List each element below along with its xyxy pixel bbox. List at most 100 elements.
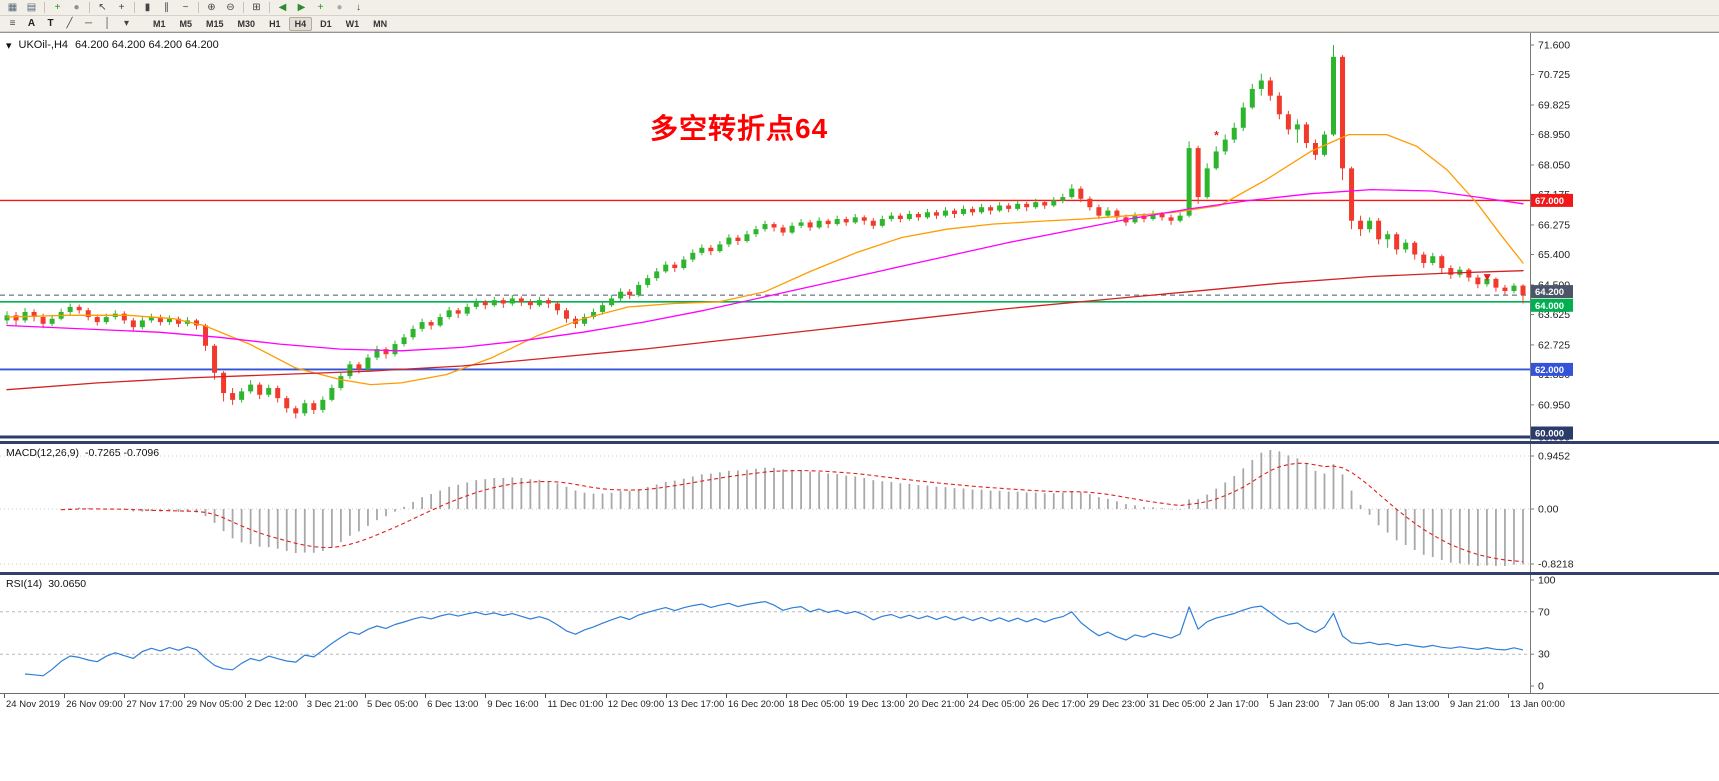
zoom-in-icon[interactable]: ⊕ (202, 1, 221, 15)
time-axis[interactable]: 24 Nov 2019 26 Nov 09:00 27 Nov 17:00 29 No… (0, 693, 1719, 715)
macd-panel-canvas[interactable]: 0.9452 0.00 -0.8218 (0, 444, 1719, 572)
chevron-down-icon[interactable]: ▾ (6, 40, 12, 52)
ohlc-values-text: 64.200 64.200 64.200 64.200 (75, 39, 219, 51)
timeframe-button-m1[interactable]: M1 (147, 17, 172, 31)
line-chart-icon[interactable]: ~ (176, 1, 195, 15)
drawing-tools-group: ≡ A T ╱ ─ │ ▾ (3, 17, 136, 31)
time-axis-label: 2 Jan 17:00 (1209, 699, 1259, 710)
timeframe-button-m5[interactable]: M5 (174, 17, 199, 31)
timeframe-button-d1[interactable]: D1 (314, 17, 338, 31)
vline-tool-icon[interactable]: │ (98, 17, 117, 31)
price-badges: 67.000 62.000 60.000 64.200 64.000 (1531, 193, 1573, 440)
macd-tick-label: 0.9452 (1538, 451, 1570, 463)
price-tick-label: 70.725 (1538, 69, 1570, 81)
timeframe-button-mn[interactable]: MN (367, 17, 393, 31)
expert-advisors-icon[interactable]: ● (67, 1, 86, 15)
horizontal-level-lines[interactable] (0, 199, 1530, 439)
scroll-left-icon[interactable]: ◀ (273, 1, 292, 15)
time-axis-tick (966, 694, 968, 698)
objects-list-icon[interactable]: ≡ (3, 17, 22, 31)
time-axis-label: 31 Dec 05:00 (1149, 699, 1206, 710)
time-axis-tick (786, 694, 788, 698)
candlesticks (4, 45, 1526, 419)
panel-separator[interactable] (0, 441, 1719, 444)
time-axis-tick (605, 694, 607, 698)
time-axis-label: 11 Dec 01:00 (547, 699, 604, 710)
time-axis-label: 2 Dec 12:00 (246, 699, 298, 710)
price-tick-label: 66.275 (1538, 219, 1570, 231)
price-badge (1531, 285, 1573, 299)
price-badge (1531, 362, 1573, 376)
time-axis-label: 16 Dec 20:00 (727, 699, 785, 710)
time-axis-label: 6 Dec 13:00 (427, 699, 479, 710)
price-tick-label: 68.050 (1538, 159, 1570, 171)
time-axis-tick (364, 694, 366, 698)
add-indicator-icon[interactable]: + (311, 1, 330, 15)
timeframe-button-w1[interactable]: W1 (340, 17, 366, 31)
macd-tick-label: -0.8218 (1538, 559, 1574, 571)
macd-axis-labels: 0.9452 0.00 -0.8218 (0, 451, 1574, 571)
time-axis-tick (184, 694, 186, 698)
zoom-out-icon[interactable]: ⊖ (221, 1, 240, 15)
chart-symbol-label: ▾ UKOil-,H4 64.200 64.200 64.200 64.200 (6, 39, 219, 52)
rsi-value: 30.0650 (48, 578, 87, 590)
record-icon[interactable]: ● (330, 1, 349, 15)
price-badge (1531, 193, 1573, 207)
time-axis-label: 27 Nov 17:00 (126, 699, 183, 710)
time-axis-tick (1327, 694, 1329, 698)
time-axis-label: 24 Nov 2019 (6, 699, 60, 710)
time-axis-label: 12 Dec 09:00 (607, 699, 665, 710)
time-axis-label: 13 Dec 17:00 (667, 699, 725, 710)
panel-separator[interactable] (0, 572, 1719, 575)
trade-markers: *▼ (1214, 129, 1493, 284)
symbol-period-text: UKOil-,H4 (18, 39, 69, 51)
candlestick-chart-icon[interactable]: ▮ (138, 1, 157, 15)
rsi-panel-canvas[interactable]: 100 70 30 0 (0, 575, 1719, 693)
macd-signal-line (61, 462, 1524, 563)
time-axis-tick (124, 694, 126, 698)
time-axis-tick (485, 694, 487, 698)
tile-windows-icon[interactable]: ⊞ (247, 1, 266, 15)
label-tool-button[interactable]: T (41, 17, 60, 31)
marker-icon: ▼ (1481, 270, 1493, 284)
time-axis-tick (665, 694, 667, 698)
timeframe-button-h1[interactable]: H1 (263, 17, 287, 31)
rsi-tick-label: 70 (1538, 606, 1550, 618)
time-axis-tick (1508, 694, 1509, 698)
crosshair-icon[interactable]: + (112, 1, 131, 15)
candlestick-chart-canvas[interactable]: 71.60070.72569.82568.95068.05067.17566.2… (0, 33, 1719, 441)
text-tool-button[interactable]: A (22, 17, 41, 31)
time-axis-tick (304, 694, 306, 698)
trendline-tool-icon[interactable]: ╱ (60, 17, 79, 31)
rsi-tick-label: 30 (1538, 649, 1550, 661)
chart-annotation-text[interactable]: 多空转折点64 (650, 113, 829, 144)
new-order-icon[interactable]: + (48, 1, 67, 15)
time-axis-tick (1447, 694, 1449, 698)
save-icon[interactable]: ↓ (349, 1, 368, 15)
new-chart-icon[interactable]: ▦ (3, 1, 22, 15)
hline-tool-icon[interactable]: ─ (79, 17, 98, 31)
time-axis-tick (1207, 694, 1209, 698)
timeframe-button-h4[interactable]: H4 (288, 16, 313, 31)
time-axis-label: 29 Dec 23:00 (1088, 699, 1146, 710)
cursor-icon[interactable]: ↖ (93, 1, 112, 15)
profiles-icon[interactable]: ▤ (22, 1, 41, 15)
time-axis-label: 9 Dec 16:00 (487, 699, 539, 710)
price-badge (1531, 426, 1573, 440)
rsi-axis-labels: 100 70 30 0 (0, 575, 1556, 693)
toolbar-separator (44, 2, 45, 13)
bar-chart-icon[interactable]: ∥ (157, 1, 176, 15)
time-axis-tick (1147, 694, 1149, 698)
time-axis-tick (425, 694, 427, 698)
time-axis-label: 19 Dec 13:00 (848, 699, 905, 710)
timeframe-button-m30[interactable]: M30 (232, 17, 262, 31)
toolbar-separator (269, 2, 270, 13)
toolbar-separator (243, 2, 244, 13)
svg-text:64.200: 64.200 (1535, 287, 1564, 298)
time-axis-tick (1086, 694, 1088, 698)
tools-dropdown-icon[interactable]: ▾ (117, 17, 136, 31)
chart-window[interactable]: 71.60070.72569.82568.95068.05067.17566.2… (0, 32, 1719, 781)
timeframe-button-m15[interactable]: M15 (200, 17, 230, 31)
scroll-right-icon[interactable]: ▶ (292, 1, 311, 15)
